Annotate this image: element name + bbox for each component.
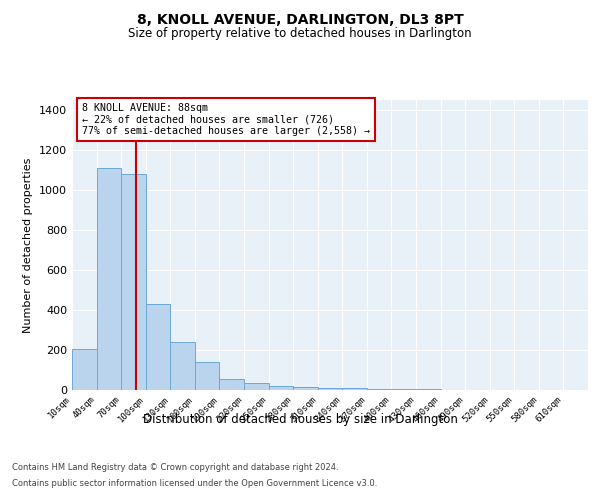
Text: Contains public sector information licensed under the Open Government Licence v3: Contains public sector information licen… [12,478,377,488]
Bar [146,304,170,390]
Text: Size of property relative to detached houses in Darlington: Size of property relative to detached ho… [128,28,472,40]
Text: 8 KNOLL AVENUE: 88sqm
← 22% of detached houses are smaller (726)
77% of semi-det: 8 KNOLL AVENUE: 88sqm ← 22% of detached … [82,103,370,136]
Bar [72,349,97,390]
Bar [244,383,269,390]
Bar [318,388,342,390]
Bar [220,379,244,390]
Text: 8, KNOLL AVENUE, DARLINGTON, DL3 8PT: 8, KNOLL AVENUE, DARLINGTON, DL3 8PT [137,12,463,26]
Bar [269,386,293,390]
Bar [97,168,121,390]
Bar [367,389,391,390]
Y-axis label: Number of detached properties: Number of detached properties [23,158,34,332]
Text: Contains HM Land Registry data © Crown copyright and database right 2024.: Contains HM Land Registry data © Crown c… [12,464,338,472]
Bar [170,342,195,390]
Bar [342,388,367,390]
Bar [293,387,318,390]
Bar [391,389,416,390]
Bar [121,174,146,390]
Bar [195,362,220,390]
Text: Distribution of detached houses by size in Darlington: Distribution of detached houses by size … [143,412,457,426]
